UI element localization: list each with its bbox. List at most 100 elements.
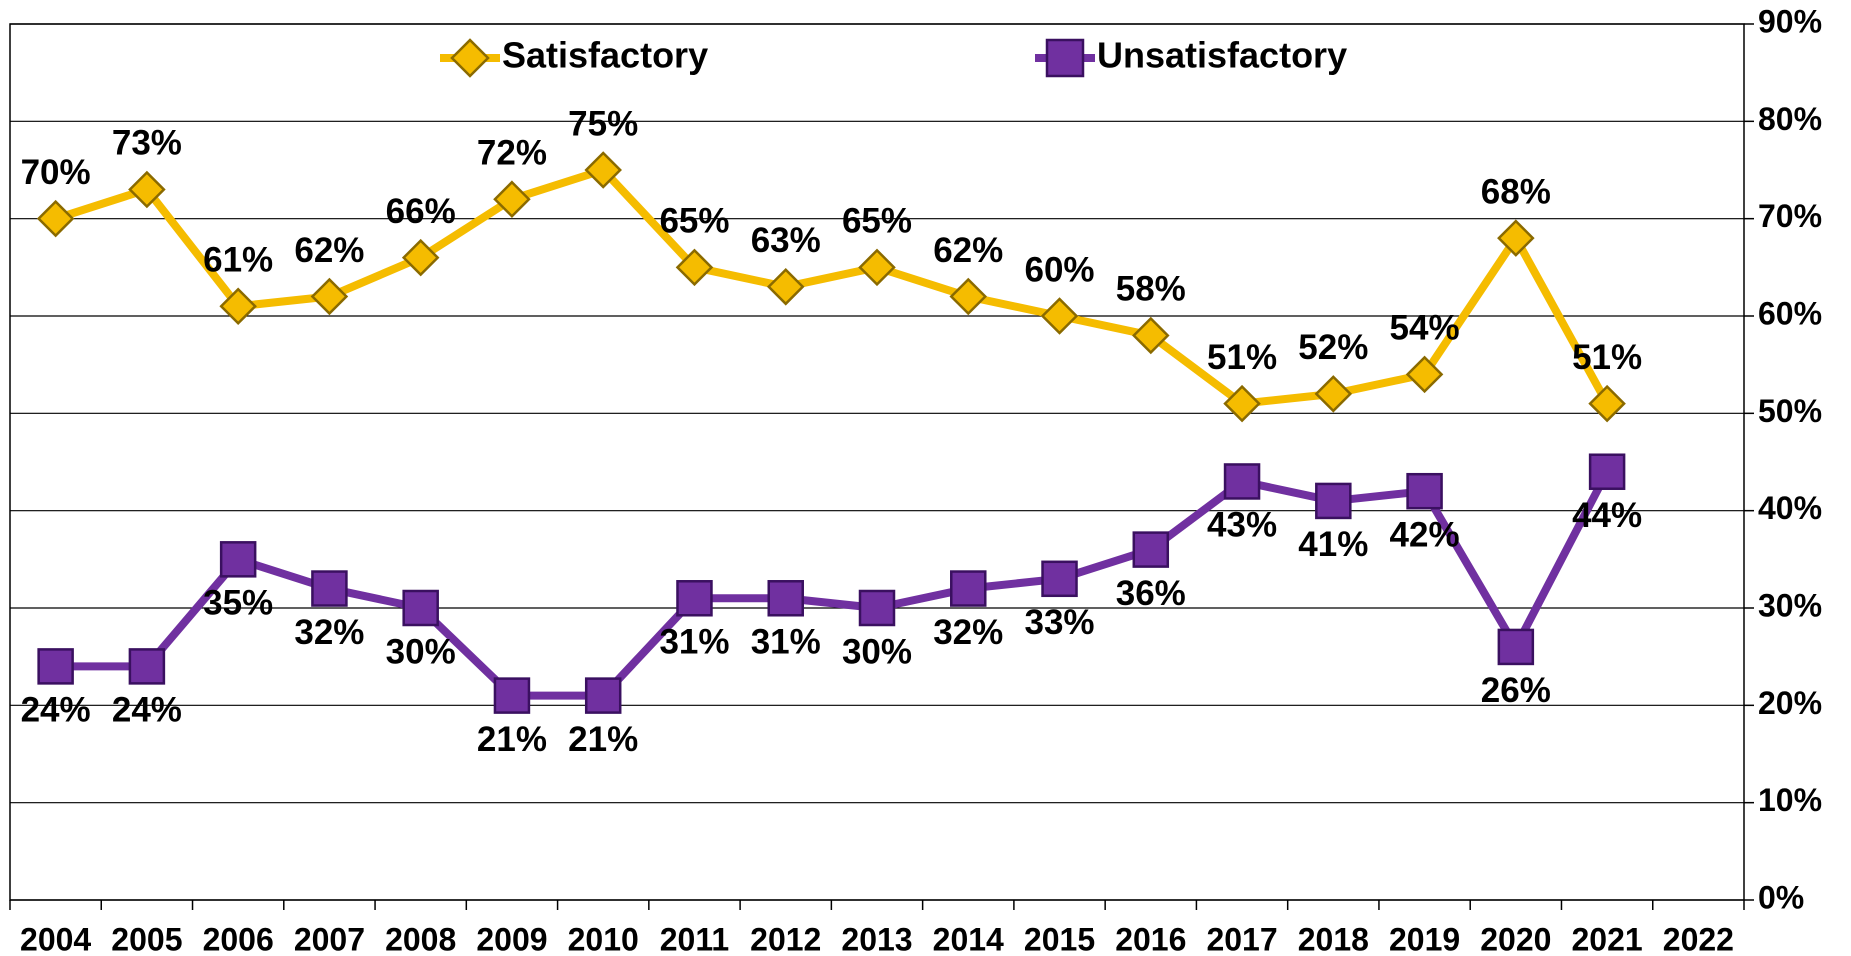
series-line <box>55 469 1611 700</box>
legend-marker <box>1045 38 1085 78</box>
legend-marker <box>450 38 490 78</box>
data-label: 21% <box>568 720 638 759</box>
marker <box>1132 531 1170 568</box>
marker <box>1314 375 1353 413</box>
marker <box>310 277 349 316</box>
data-label: 72% <box>477 133 547 172</box>
marker <box>584 151 622 189</box>
marker <box>311 570 348 607</box>
marker <box>1223 463 1261 500</box>
marker <box>219 287 257 326</box>
x-tick-label: 2015 <box>1024 921 1095 956</box>
marker <box>37 648 74 685</box>
y-tick-label: 0% <box>1758 879 1804 915</box>
marker <box>1223 384 1261 423</box>
data-label: 31% <box>659 623 729 662</box>
x-tick-label: 2006 <box>203 921 274 956</box>
x-tick-label: 2018 <box>1298 921 1369 956</box>
x-tick-label: 2020 <box>1480 921 1551 956</box>
data-label: 63% <box>751 221 821 260</box>
x-tick-label: 2013 <box>841 921 912 956</box>
marker <box>36 199 75 238</box>
data-label: 75% <box>568 104 638 143</box>
marker <box>1588 453 1626 490</box>
data-label: 32% <box>294 613 364 652</box>
y-tick-label: 10% <box>1758 782 1822 818</box>
x-tick-label: 2017 <box>1206 921 1277 956</box>
data-label: 73% <box>112 124 182 163</box>
data-label: 61% <box>203 241 273 280</box>
x-tick-label: 2004 <box>20 921 91 956</box>
data-label: 62% <box>933 231 1003 270</box>
plot-border <box>9 23 1745 901</box>
marker <box>1132 316 1170 355</box>
marker <box>128 170 166 209</box>
data-label: 24% <box>112 691 182 730</box>
data-label: 32% <box>933 613 1003 652</box>
marker <box>858 589 896 627</box>
data-label: 66% <box>386 192 456 231</box>
y-tick-label: 50% <box>1758 393 1822 429</box>
data-label: 43% <box>1207 506 1277 545</box>
y-tick-label: 40% <box>1758 490 1822 526</box>
data-label: 24% <box>21 691 91 730</box>
x-tick-label: 2012 <box>750 921 821 956</box>
data-label: 36% <box>1116 574 1186 613</box>
data-label: 65% <box>659 202 729 241</box>
marker <box>493 180 531 218</box>
marker <box>1497 628 1535 666</box>
legend-label: Unsatisfactory <box>1097 35 1347 76</box>
legend-label: Satisfactory <box>502 35 708 76</box>
marker <box>766 268 805 306</box>
marker <box>493 677 531 714</box>
data-label: 58% <box>1116 270 1186 309</box>
x-tick-label: 2019 <box>1389 921 1460 956</box>
data-label: 30% <box>386 632 456 671</box>
data-label: 30% <box>842 632 912 671</box>
data-label: 33% <box>1024 603 1094 642</box>
y-tick-label: 30% <box>1758 587 1822 623</box>
marker <box>1041 560 1078 598</box>
marker <box>767 580 804 617</box>
x-tick-label: 2011 <box>660 921 729 956</box>
marker <box>675 248 714 287</box>
y-tick-label: 60% <box>1758 295 1822 331</box>
x-tick-label: 2016 <box>1115 921 1186 956</box>
x-tick-label: 2021 <box>1572 921 1643 956</box>
data-label: 52% <box>1298 328 1368 367</box>
data-label: 60% <box>1024 250 1094 289</box>
marker <box>584 677 622 714</box>
marker <box>858 248 896 287</box>
marker <box>1497 219 1535 257</box>
data-label: 42% <box>1390 515 1460 554</box>
data-label: 51% <box>1207 338 1277 377</box>
data-label: 65% <box>842 202 912 241</box>
marker <box>1406 472 1443 510</box>
data-label: 70% <box>21 153 91 192</box>
marker <box>1405 355 1444 394</box>
marker <box>219 541 257 578</box>
marker <box>1040 297 1079 335</box>
data-label: 54% <box>1390 309 1460 348</box>
y-tick-label: 70% <box>1758 198 1822 234</box>
marker <box>1315 482 1352 520</box>
marker <box>128 648 166 685</box>
marker <box>676 580 713 617</box>
series-line <box>54 166 1611 408</box>
x-tick-label: 2009 <box>476 921 547 956</box>
y-tick-label: 20% <box>1758 685 1822 721</box>
marker <box>950 570 987 607</box>
x-tick-label: 2008 <box>385 921 456 956</box>
marker <box>1588 384 1626 423</box>
data-label: 21% <box>477 720 547 759</box>
data-label: 41% <box>1298 525 1368 564</box>
x-tick-label: 2005 <box>111 921 182 956</box>
x-tick-label: 2022 <box>1663 921 1734 956</box>
marker <box>402 589 439 627</box>
y-tick-label: 80% <box>1758 101 1822 137</box>
marker <box>401 238 440 277</box>
marker <box>949 277 988 316</box>
x-tick-label: 2007 <box>294 921 365 956</box>
